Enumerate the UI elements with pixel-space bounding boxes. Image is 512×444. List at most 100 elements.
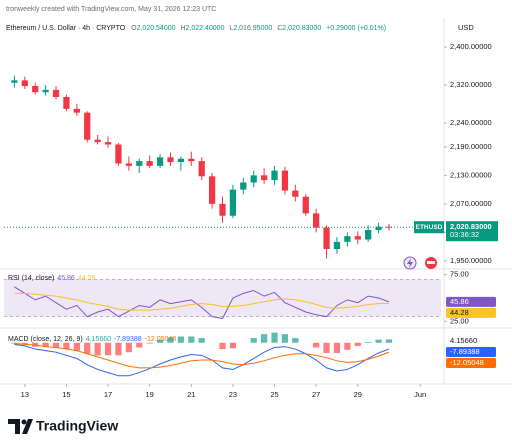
indicator-name: RSI (14, close) — [8, 275, 54, 282]
indicator-title: RSI (14, close) 45.86 44.28 — [8, 275, 95, 282]
candle-body — [125, 163, 132, 166]
legend-value: 45.86 — [57, 275, 75, 282]
candle-body — [63, 96, 70, 109]
logo: TradingView — [8, 418, 118, 434]
last-value-label-box — [446, 307, 496, 318]
ohlc-value: 2,016.95000 — [233, 25, 272, 32]
histogram-bar — [250, 338, 257, 343]
symbol-line: Ethereum / U.S. Dollar · 4h · CRYPTO O2,… — [6, 25, 386, 32]
rsi-line — [14, 292, 389, 311]
y-tick-label: 2,070.00000 — [450, 199, 492, 208]
symbol-tag — [414, 221, 444, 234]
last-value-label-group: 44.28 — [446, 308, 496, 318]
indicator-name: MACD (close, 12, 26, 9) — [8, 336, 83, 343]
last-value-label: 44.28 — [450, 308, 469, 317]
candle-body — [188, 158, 195, 162]
change: +0.29000 (+0.01%) — [326, 25, 386, 32]
histogram-bar — [354, 342, 361, 346]
last-value-label-group: 45.86 — [446, 297, 496, 307]
candle-body — [52, 89, 60, 97]
x-tick-label: 15 — [62, 390, 70, 399]
x-tick-label: 13 — [21, 390, 29, 399]
ohlc-key: L — [229, 25, 233, 32]
x-tick-label: 19 — [145, 390, 153, 399]
histogram-bar — [146, 342, 153, 344]
ohlc-value: 2,022.40000 — [186, 25, 225, 32]
candle-body — [302, 196, 309, 214]
ohlc-value: 2,020.54000 — [137, 25, 176, 32]
last-price-label: 2,020.83000 — [450, 222, 492, 231]
histogram-bar — [313, 342, 320, 348]
candle-body — [313, 213, 320, 228]
candle-body — [84, 112, 91, 140]
icon — [427, 261, 435, 264]
macd-line — [14, 343, 390, 377]
ohlc-key: O — [131, 25, 137, 32]
candle-body — [219, 203, 226, 216]
histogram-bar — [94, 342, 101, 356]
histogram-bar — [156, 339, 164, 343]
candle-body — [229, 189, 237, 216]
y-tick-label: 2,130.00000 — [450, 170, 492, 179]
y-tick-label: 2,320.00000 — [450, 80, 492, 89]
histogram-bar — [42, 342, 49, 347]
candle-body — [136, 161, 143, 166]
last-value-label: -12.05048 — [450, 358, 484, 367]
candle-body — [323, 227, 330, 249]
logo-text: TradingView — [36, 418, 118, 434]
symbol-tag-label: ETHUSD — [416, 224, 443, 231]
last-value-label-group: -12.05048 — [446, 358, 496, 368]
histogram-bar — [104, 342, 112, 356]
candle-body — [146, 161, 153, 166]
histogram-bar — [84, 342, 91, 354]
candle-body — [42, 89, 49, 93]
currency: USD — [458, 23, 474, 32]
countdown: 03:36:32 — [450, 230, 479, 239]
y-tick-label: 25.00 — [450, 316, 469, 325]
candle-body — [240, 182, 247, 190]
rsi-line — [14, 286, 390, 320]
last-value-label-box — [446, 347, 496, 357]
candle-body — [115, 144, 122, 164]
legend-value: 4.15660 — [86, 336, 111, 343]
candle-body — [292, 190, 299, 197]
last-price-box — [446, 221, 498, 242]
y-tick-label: 75.00 — [450, 270, 469, 279]
histogram-bar — [167, 337, 174, 343]
ohlc-key: H — [180, 25, 185, 32]
candle-body — [365, 229, 372, 240]
indicator-icons — [403, 256, 437, 270]
histogram-bar — [385, 339, 393, 343]
candle-body — [94, 139, 101, 143]
candle-body — [177, 158, 185, 163]
histogram-bar — [11, 342, 18, 344]
candle-body — [271, 170, 278, 181]
candle-body — [156, 157, 164, 166]
last-value-label: 4.15660 — [450, 336, 477, 345]
rsi-band — [4, 279, 441, 317]
last-value-label-box — [446, 296, 496, 307]
candle-body — [167, 157, 174, 163]
last-value-label-group: -7.89388 — [446, 347, 496, 357]
icon — [407, 258, 413, 268]
x-tick-label: Jun — [414, 390, 426, 399]
logo-mark — [8, 419, 33, 434]
x-tick-label: 17 — [104, 390, 112, 399]
histogram-bar — [115, 342, 122, 356]
candle-body — [333, 241, 341, 249]
histogram-bar — [375, 339, 382, 343]
y-tick-label: 2,400.00000 — [450, 42, 492, 51]
histogram-bar — [177, 336, 185, 343]
candle-body — [21, 80, 28, 87]
histogram-bar — [198, 338, 205, 343]
histogram-bar — [188, 336, 195, 343]
histogram-bar — [21, 342, 28, 345]
last-value-label-box — [446, 358, 496, 368]
candle-body — [250, 175, 257, 183]
symbol: Ethereum / U.S. Dollar · 4h · CRYPTO — [6, 25, 126, 32]
y-tick-label: 2,190.00000 — [450, 142, 492, 151]
histogram-bar — [344, 342, 351, 350]
x-tick-label: 29 — [354, 390, 362, 399]
credit: tronweekly created with TradingView.com,… — [6, 6, 216, 13]
